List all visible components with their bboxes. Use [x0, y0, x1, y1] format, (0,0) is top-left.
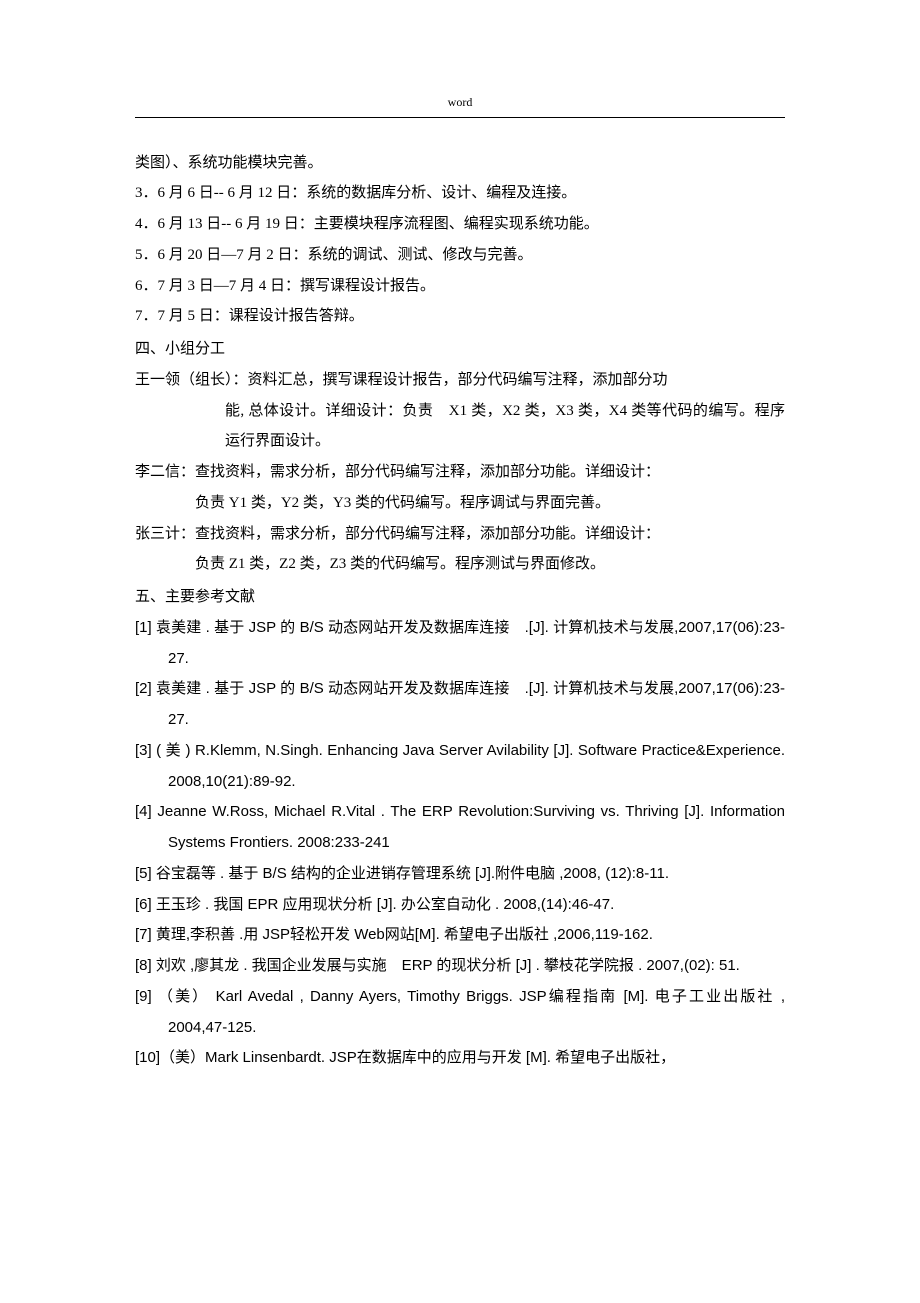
line-prev-continuation: 类图）、系统功能模块完善。: [135, 148, 785, 179]
schedule-item-4: 4．6 月 13 日-- 6 月 19 日：主要模块程序流程图、编程实现系统功能…: [135, 209, 785, 240]
reference-10: [10]（美）Mark Linsenbardt. JSP在数据库中的应用与开发 …: [135, 1043, 785, 1074]
reference-5: [5] 谷宝磊等 . 基于 B/S 结构的企业进销存管理系统 [J].附件电脑 …: [135, 859, 785, 890]
member-zhang-line2: 负责 Z1 类，Z2 类，Z3 类的代码编写。程序测试与界面修改。: [135, 549, 785, 580]
reference-2: [2] 袁美建 . 基于 JSP 的 B/S 动态网站开发及数据库连接 .[J]…: [135, 674, 785, 736]
member-zhang-line1: 张三计：查找资料，需求分析，部分代码编写注释，添加部分功能。详细设计：: [135, 519, 785, 550]
schedule-item-7: 7．7 月 5 日：课程设计报告答辩。: [135, 301, 785, 332]
reference-7: [7] 黄理,李积善 .用 JSP轻松开发 Web网站[M]. 希望电子出版社 …: [135, 920, 785, 951]
member-li-line1: 李二信：查找资料，需求分析，部分代码编写注释，添加部分功能。详细设计：: [135, 457, 785, 488]
header-rule: [135, 117, 785, 118]
document-body: 类图）、系统功能模块完善。 3．6 月 6 日-- 6 月 12 日：系统的数据…: [135, 148, 785, 1075]
member-wang-line2: 能, 总体设计。详细设计：负责 X1 类，X2 类，X3 类，X4 类等代码的编…: [135, 396, 785, 458]
member-wang-line1: 王一领（组长）：资料汇总，撰写课程设计报告，部分代码编写注释，添加部分功: [135, 365, 785, 396]
schedule-item-3: 3．6 月 6 日-- 6 月 12 日：系统的数据库分析、设计、编程及连接。: [135, 178, 785, 209]
page-header-label: word: [135, 90, 785, 115]
member-li-line2: 负责 Y1 类，Y2 类，Y3 类的代码编写。程序调试与界面完善。: [135, 488, 785, 519]
reference-6: [6] 王玉珍 . 我国 EPR 应用现状分析 [J]. 办公室自动化 . 20…: [135, 890, 785, 921]
section-4-title: 四、小组分工: [135, 334, 785, 365]
reference-8: [8] 刘欢 ,廖其龙 . 我国企业发展与实施 ERP 的现状分析 [J] . …: [135, 951, 785, 982]
schedule-item-5: 5．6 月 20 日—7 月 2 日：系统的调试、测试、修改与完善。: [135, 240, 785, 271]
reference-4: [4] Jeanne W.Ross, Michael R.Vital . The…: [135, 797, 785, 859]
reference-3: [3] ( 美 ) R.Klemm, N.Singh. Enhancing Ja…: [135, 736, 785, 798]
reference-9: [9] （美） Karl Avedal , Danny Ayers, Timot…: [135, 982, 785, 1044]
reference-1: [1] 袁美建 . 基于 JSP 的 B/S 动态网站开发及数据库连接 .[J]…: [135, 613, 785, 675]
section-5-title: 五、主要参考文献: [135, 582, 785, 613]
schedule-item-6: 6．7 月 3 日—7 月 4 日：撰写课程设计报告。: [135, 271, 785, 302]
